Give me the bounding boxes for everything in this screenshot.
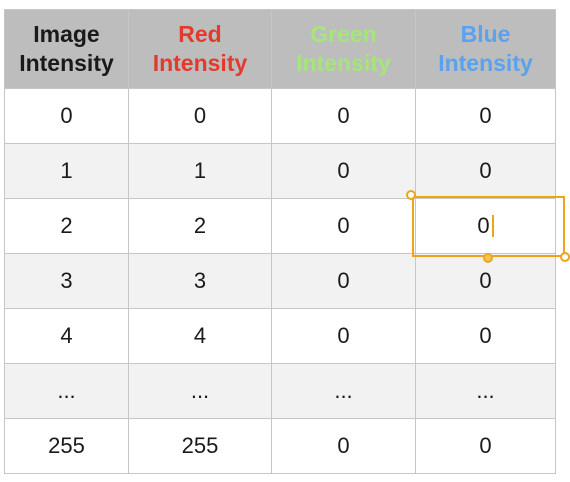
- header-label-line2: Intensity: [438, 50, 533, 76]
- table-cell[interactable]: 255: [4, 418, 129, 474]
- table-cell[interactable]: 0: [271, 418, 416, 474]
- header-label-line2: Intensity: [152, 50, 248, 76]
- header-blue-intensity[interactable]: Blue Intensity: [415, 9, 556, 89]
- header-label-line1: Blue: [460, 21, 511, 47]
- table-cell[interactable]: 0: [415, 143, 556, 199]
- table-cell[interactable]: ...: [128, 363, 272, 419]
- table-cell[interactable]: 0: [4, 88, 129, 144]
- table-row: 4 4 0 0: [4, 308, 556, 364]
- header-label-line1: Green: [310, 21, 377, 47]
- table-cell[interactable]: 2: [4, 198, 129, 254]
- header-label-line1: Image: [33, 21, 100, 47]
- resize-handle-top-left[interactable]: [406, 190, 416, 200]
- header-image-intensity[interactable]: Image Intensity: [4, 9, 129, 89]
- table-cell[interactable]: 0: [271, 253, 416, 309]
- header-label-line1: Red: [178, 21, 222, 47]
- table-row: 3 3 0 0: [4, 253, 556, 309]
- table-cell[interactable]: 0: [128, 88, 272, 144]
- table-cell[interactable]: 255: [128, 418, 272, 474]
- table-cell[interactable]: 3: [128, 253, 272, 309]
- table-row: 1 1 0 0: [4, 143, 556, 199]
- table-cell[interactable]: ...: [4, 363, 129, 419]
- table-cell[interactable]: 0: [415, 308, 556, 364]
- table-cell[interactable]: 4: [4, 308, 129, 364]
- table-cell[interactable]: 1: [128, 143, 272, 199]
- table-row: 2 2 0 0: [4, 198, 556, 254]
- table-cell[interactable]: 0: [271, 88, 416, 144]
- header-label-line2: Intensity: [19, 50, 114, 76]
- table-cell[interactable]: 1: [4, 143, 129, 199]
- table-cell[interactable]: 0: [271, 143, 416, 199]
- selected-cell[interactable]: 0: [415, 198, 556, 254]
- table-cell[interactable]: ...: [415, 363, 556, 419]
- table-cell[interactable]: 4: [128, 308, 272, 364]
- table-cell[interactable]: ...: [271, 363, 416, 419]
- header-label-line2: Intensity: [296, 50, 391, 76]
- table-row: 0 0 0 0: [4, 88, 556, 144]
- header-red-intensity[interactable]: Red Intensity: [128, 9, 272, 89]
- intensity-table[interactable]: Image Intensity Red Intensity Green Inte…: [4, 9, 556, 474]
- table-cell[interactable]: 0: [271, 308, 416, 364]
- header-green-intensity[interactable]: Green Intensity: [271, 9, 416, 89]
- text-cursor: [491, 215, 494, 237]
- selected-cell-value: 0: [477, 213, 490, 238]
- resize-handle-bottom-right[interactable]: [560, 252, 570, 262]
- table-row: ... ... ... ...: [4, 363, 556, 419]
- autofill-handle[interactable]: [483, 253, 493, 263]
- table-cell[interactable]: 3: [4, 253, 129, 309]
- table-cell[interactable]: 0: [271, 198, 416, 254]
- table-cell[interactable]: 0: [415, 418, 556, 474]
- table-cell[interactable]: 2: [128, 198, 272, 254]
- header-row: Image Intensity Red Intensity Green Inte…: [4, 9, 556, 89]
- table-row: 255 255 0 0: [4, 418, 556, 474]
- table-cell[interactable]: 0: [415, 88, 556, 144]
